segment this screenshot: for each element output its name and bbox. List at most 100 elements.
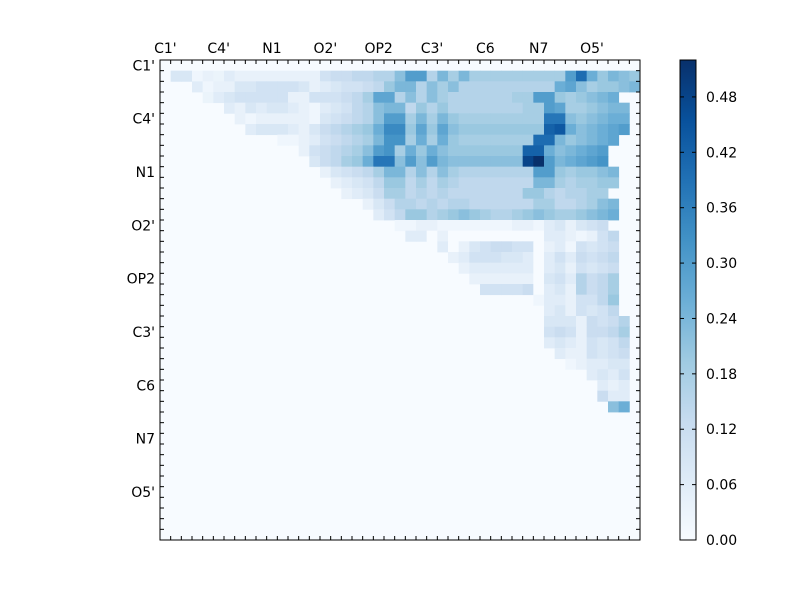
heatmap-cell bbox=[426, 102, 438, 114]
heatmap-cell bbox=[608, 326, 620, 338]
colorbar-tick-label: 0.42 bbox=[706, 145, 737, 161]
heatmap-cell bbox=[330, 134, 342, 146]
heatmap-cell bbox=[608, 358, 620, 370]
heatmap-cells bbox=[170, 70, 641, 413]
heatmap-cell bbox=[490, 92, 502, 104]
heatmap-cell bbox=[512, 156, 524, 168]
heatmap-cell bbox=[544, 294, 556, 306]
heatmap-cell bbox=[608, 230, 620, 242]
heatmap-cell bbox=[437, 124, 449, 136]
plot-frame bbox=[159, 59, 641, 541]
heatmap-cell bbox=[586, 305, 598, 317]
heatmap-cell bbox=[437, 102, 449, 114]
heatmap-cell bbox=[544, 209, 556, 221]
heatmap-cell bbox=[330, 70, 342, 82]
colorbar-tick-label: 0.00 bbox=[706, 533, 737, 549]
heatmap-cell bbox=[608, 316, 620, 328]
heatmap-cell bbox=[501, 70, 513, 82]
heatmap-cell bbox=[586, 294, 598, 306]
heatmap-cell bbox=[480, 102, 492, 114]
heatmap-cell bbox=[608, 92, 620, 104]
heatmap-cell bbox=[597, 369, 609, 381]
heatmap-cell bbox=[170, 70, 182, 82]
heatmap-cell bbox=[256, 113, 268, 125]
heatmap-cell bbox=[586, 220, 598, 232]
heatmap-cell bbox=[512, 102, 524, 114]
colorbar-tick-label: 0.36 bbox=[706, 201, 737, 217]
heatmap-cell bbox=[501, 124, 513, 136]
heatmap-cell bbox=[512, 230, 524, 242]
heatmap-cell bbox=[288, 124, 300, 136]
heatmap-cell bbox=[522, 156, 534, 168]
heatmap-cell bbox=[554, 177, 566, 189]
heatmap-cell bbox=[576, 220, 588, 232]
heatmap-cell bbox=[266, 81, 278, 93]
heatmap-cell bbox=[565, 209, 577, 221]
heatmap-cell bbox=[576, 284, 588, 296]
heatmap-cell bbox=[522, 102, 534, 114]
heatmap-cell bbox=[362, 102, 374, 114]
heatmap-cell bbox=[480, 252, 492, 264]
heatmap-cell bbox=[576, 166, 588, 178]
heatmap-cell bbox=[341, 177, 353, 189]
heatmap-cell bbox=[576, 198, 588, 210]
heatmap-cell bbox=[341, 188, 353, 200]
heatmap-cell bbox=[245, 81, 257, 93]
heatmap-cell bbox=[501, 188, 513, 200]
heatmap-cell bbox=[213, 81, 225, 93]
heatmap-cell bbox=[224, 70, 236, 82]
heatmap-cell bbox=[277, 102, 289, 114]
heatmap-cell bbox=[512, 198, 524, 210]
heatmap-cell bbox=[597, 273, 609, 285]
heatmap-cell bbox=[288, 70, 300, 82]
heatmap-cell bbox=[266, 124, 278, 136]
heatmap-cell bbox=[512, 252, 524, 264]
heatmap-cell bbox=[586, 81, 598, 93]
heatmap-cell bbox=[309, 102, 321, 114]
heatmap-cell bbox=[416, 220, 428, 232]
heatmap-cell bbox=[565, 252, 577, 264]
heatmap-cell bbox=[309, 156, 321, 168]
heatmap-cell bbox=[480, 209, 492, 221]
heatmap-cell bbox=[576, 70, 588, 82]
heatmap-cell bbox=[597, 156, 609, 168]
heatmap-cell bbox=[458, 198, 470, 210]
heatmap-cell bbox=[416, 124, 428, 136]
heatmap-cell bbox=[426, 81, 438, 93]
heatmap-cell bbox=[544, 70, 556, 82]
heatmap-cell bbox=[373, 198, 385, 210]
heatmap-cell bbox=[522, 177, 534, 189]
heatmap-cell bbox=[512, 81, 524, 93]
heatmap-cell bbox=[522, 273, 534, 285]
heatmap-cell bbox=[384, 188, 396, 200]
heatmap-cell bbox=[586, 273, 598, 285]
heatmap-cell bbox=[565, 102, 577, 114]
heatmap-cell bbox=[576, 316, 588, 328]
heatmap-cell bbox=[501, 241, 513, 253]
heatmap-cell bbox=[533, 262, 545, 274]
heatmap-cell bbox=[608, 81, 620, 93]
heatmap-cell bbox=[469, 70, 481, 82]
heatmap-cell bbox=[608, 273, 620, 285]
heatmap-cell bbox=[576, 81, 588, 93]
heatmap-cell bbox=[469, 262, 481, 274]
heatmap-cell bbox=[288, 113, 300, 125]
heatmap-cell bbox=[586, 337, 598, 349]
heatmap-cell bbox=[416, 134, 428, 146]
heatmap-cell bbox=[192, 70, 204, 82]
heatmap-cell bbox=[298, 134, 310, 146]
y-tick-label: C3' bbox=[132, 325, 155, 341]
heatmap-cell bbox=[394, 81, 406, 93]
heatmap-cell bbox=[341, 166, 353, 178]
heatmap-cell bbox=[384, 198, 396, 210]
heatmap-cell bbox=[565, 337, 577, 349]
heatmap-cell bbox=[416, 113, 428, 125]
heatmap-cell bbox=[533, 188, 545, 200]
heatmap-cell bbox=[586, 113, 598, 125]
heatmap-cell bbox=[586, 209, 598, 221]
heatmap-cell bbox=[448, 134, 460, 146]
heatmap-cell bbox=[320, 145, 332, 157]
heatmap-cell bbox=[512, 209, 524, 221]
colorbar bbox=[679, 59, 697, 541]
